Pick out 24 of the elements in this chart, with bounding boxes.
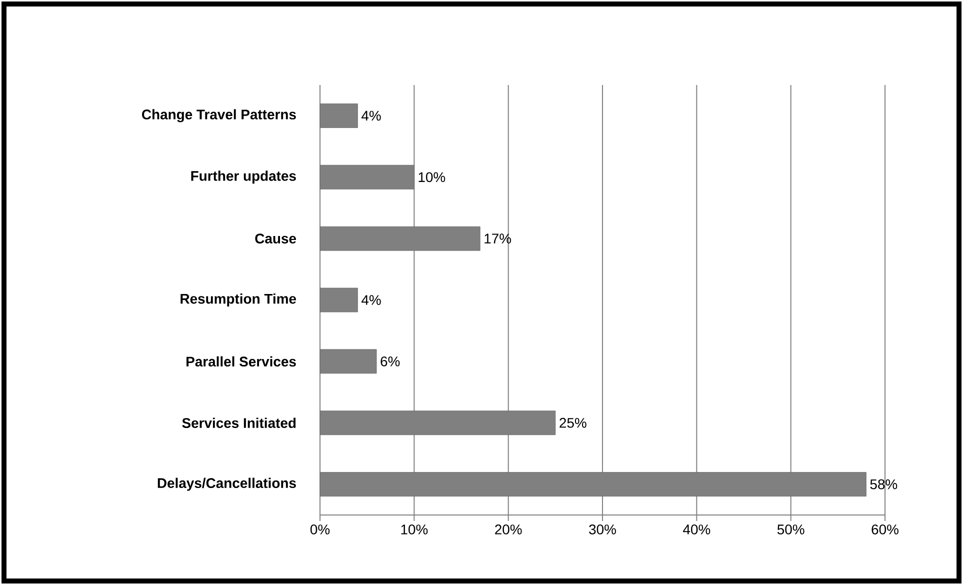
x-tick-label: 20%	[495, 524, 522, 534]
x-tick-label: 50%	[777, 524, 804, 534]
bar	[320, 288, 358, 312]
y-tick-label: Further updates	[191, 170, 296, 184]
data-label: 6%	[380, 356, 400, 366]
x-tick-label: 0%	[310, 524, 330, 534]
y-tick-label: Change Travel Patterns	[142, 109, 296, 122]
x-tick-label: 30%	[589, 524, 616, 534]
data-label: 4%	[362, 295, 381, 305]
y-tick-label: Delays/Cancellations	[158, 478, 296, 491]
y-tick-label: Services Initiated	[182, 418, 296, 428]
data-label: 25%	[560, 418, 586, 428]
x-tick-label: 60%	[872, 524, 898, 534]
data-label: 58%	[870, 479, 898, 490]
data-label: 10%	[418, 172, 446, 182]
y-tick-label: Resumption Time	[180, 294, 296, 306]
bar	[320, 349, 377, 374]
x-tick-label: 10%	[401, 524, 428, 534]
x-tick-label: 40%	[683, 524, 710, 534]
data-label: 4%	[362, 110, 381, 121]
data-label: 17%	[484, 234, 512, 244]
bar	[320, 104, 358, 128]
y-tick-label: Cause	[255, 234, 296, 244]
y-tick-label: Parallel Services	[186, 356, 296, 367]
